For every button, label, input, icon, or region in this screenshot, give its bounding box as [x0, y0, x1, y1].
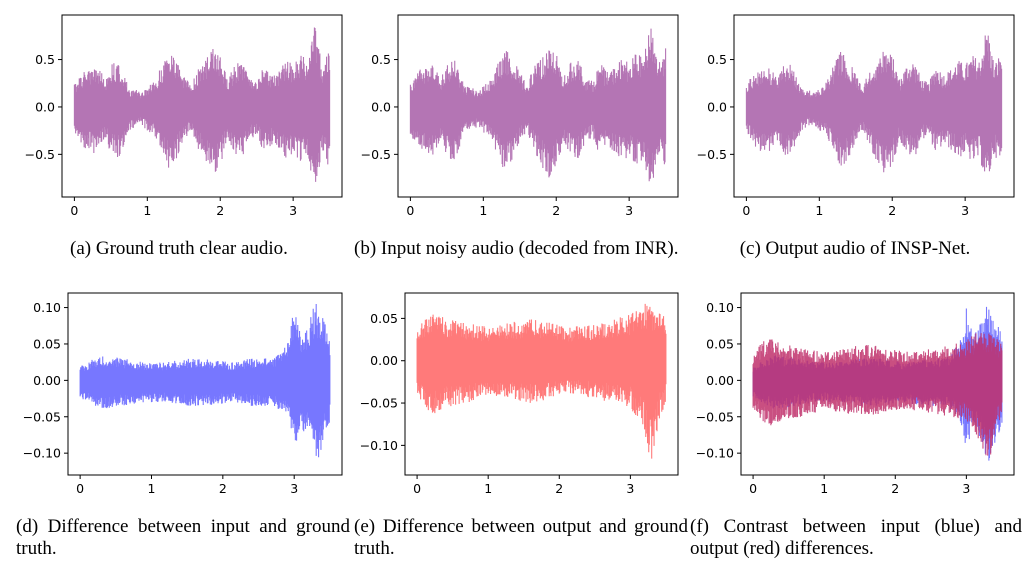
y-tick-label: −0.10 [360, 438, 398, 453]
series-waveform-0 [79, 304, 331, 458]
y-tick-label: −0.10 [23, 446, 61, 461]
chart-b: 0 1 2 3 0.5 0.0 −0.5 [361, 14, 679, 218]
x-tick-label: 1 [143, 203, 151, 218]
chart-c: 0 1 2 3 0.5 0.0 −0.5 [697, 14, 1015, 218]
series-waveform-0 [416, 303, 667, 459]
chart-d: 0 1 2 3 0.10 0.05 0.00 −0.05 −0.10 [23, 292, 343, 496]
y-tick-label: 0.00 [370, 353, 398, 368]
series-waveform-1 [752, 333, 1003, 456]
caption-e: (e) Difference between output and ground… [354, 516, 688, 559]
x-tick-label: 2 [555, 481, 563, 496]
y-tick-label: −0.05 [360, 396, 398, 411]
y-tick-label: 0.5 [371, 52, 391, 67]
series-waveform-0 [745, 35, 1003, 173]
series-waveform-0 [73, 27, 331, 182]
x-tick-label: 2 [888, 203, 896, 218]
caption-f: (f) Contrast between input (blue) and ou… [690, 516, 1022, 559]
y-tick-label: 0.5 [35, 52, 55, 67]
chart-e: 0 1 2 3 0.05 0.00 −0.05 −0.10 [360, 292, 679, 496]
y-tick-label: −0.10 [696, 446, 734, 461]
x-tick-label: 3 [626, 481, 634, 496]
caption-b: (b) Input noisy audio (decoded from INR)… [354, 238, 679, 259]
x-tick-label: 2 [219, 481, 227, 496]
y-tick-label: 0.00 [33, 373, 61, 388]
plot-frame [61, 14, 343, 198]
x-tick-label: 1 [820, 481, 828, 496]
caption-a: (a) Ground truth clear audio. [70, 238, 288, 259]
x-tick-label: 0 [70, 203, 78, 218]
x-tick-label: 3 [625, 203, 633, 218]
x-tick-label: 1 [148, 481, 156, 496]
y-tick-label: 0.5 [707, 52, 727, 67]
y-tick-label: −0.5 [361, 147, 391, 162]
x-tick-label: 1 [815, 203, 823, 218]
plot-frame [67, 292, 343, 476]
plot-frame [404, 292, 679, 476]
y-tick-label: −0.5 [25, 147, 55, 162]
x-tick-label: 0 [742, 203, 750, 218]
x-tick-label: 1 [484, 481, 492, 496]
y-tick-label: 0.0 [371, 99, 391, 114]
y-tick-label: 0.00 [706, 373, 734, 388]
x-tick-label: 3 [962, 481, 970, 496]
caption-c: (c) Output audio of INSP-Net. [739, 238, 971, 259]
x-tick-label: 3 [289, 203, 297, 218]
y-tick-label: 0.0 [707, 99, 727, 114]
y-tick-label: −0.05 [696, 409, 734, 424]
y-tick-label: 0.05 [706, 336, 734, 351]
x-tick-label: 0 [413, 481, 421, 496]
y-tick-label: 0.10 [33, 300, 61, 315]
x-tick-label: 0 [76, 481, 84, 496]
y-tick-label: −0.05 [23, 409, 61, 424]
y-tick-label: 0.05 [33, 336, 61, 351]
y-tick-label: 0.10 [706, 300, 734, 315]
x-tick-label: 2 [891, 481, 899, 496]
x-tick-label: 3 [961, 203, 969, 218]
caption-d: (d) Difference between input and ground … [16, 516, 350, 559]
x-tick-label: 0 [406, 203, 414, 218]
y-tick-label: 0.0 [35, 99, 55, 114]
x-tick-label: 1 [479, 203, 487, 218]
series-waveform-0 [409, 28, 667, 182]
x-tick-label: 2 [552, 203, 560, 218]
chart-a: 0 1 2 3 0.5 0.0 −0.5 [25, 14, 343, 218]
chart-f: 0 1 2 3 0.10 0.05 0.00 −0.05 −0.10 [696, 292, 1015, 496]
x-tick-label: 3 [290, 481, 298, 496]
plot-frame [397, 14, 679, 198]
y-tick-label: −0.5 [697, 147, 727, 162]
x-tick-label: 2 [216, 203, 224, 218]
plot-frame [733, 14, 1015, 198]
plot-frame [740, 292, 1015, 476]
x-tick-label: 0 [749, 481, 757, 496]
y-tick-label: 0.05 [370, 311, 398, 326]
